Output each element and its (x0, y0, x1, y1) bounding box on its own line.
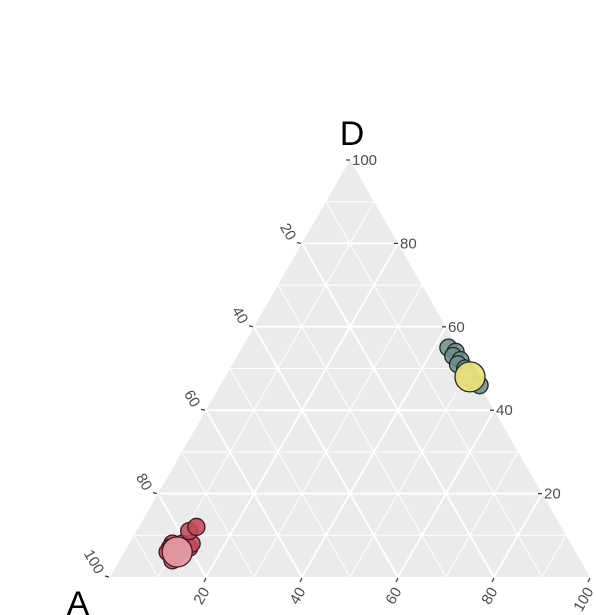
tick-label-b-20: 20 (190, 585, 213, 608)
vertex-label-d: D (340, 115, 365, 153)
tick-label-a-80: 80 (132, 471, 155, 494)
tick-b-20 (203, 577, 207, 583)
vertex-label-a: A (67, 585, 90, 615)
tick-a-100 (104, 575, 110, 578)
grid-line-b-30 (253, 284, 423, 578)
tick-b-40 (299, 577, 303, 583)
tick-label-d-100: 100 (352, 152, 377, 169)
data-points (158, 338, 489, 570)
grid-line-a-10 (325, 201, 543, 578)
tick-label-b-40: 40 (286, 585, 309, 608)
grid-line-b-60 (397, 409, 495, 578)
tick-b-60 (395, 577, 399, 583)
grid-line-b-70 (445, 451, 519, 578)
tick-label-d-40: 40 (496, 402, 513, 419)
grid-line-b-90 (541, 535, 567, 578)
tick-b-100 (587, 577, 591, 583)
tick-a-60 (200, 408, 206, 411)
tick-label-a-20: 20 (276, 220, 299, 243)
red-point-11 (187, 517, 206, 537)
grid-line-a-50 (229, 368, 351, 578)
grid-line-b-10 (157, 201, 375, 578)
tick-marks (104, 159, 591, 583)
grid-lines (133, 201, 567, 578)
tick-a-20 (296, 241, 302, 244)
grid-line-b-80 (493, 493, 543, 578)
grid-line-a-30 (277, 284, 447, 578)
grid-line-a-90 (133, 535, 159, 578)
grid-line-a-70 (181, 451, 255, 578)
tick-label-b-100: 100 (570, 585, 596, 615)
grid-line-a-60 (205, 409, 303, 578)
tick-label-d-20: 20 (544, 486, 561, 503)
teal-centroid-point (454, 361, 486, 393)
tick-b-80 (491, 577, 495, 583)
tick-label-d-60: 60 (448, 319, 465, 336)
tick-a-80 (152, 492, 158, 495)
tick-label-b-60: 60 (382, 585, 405, 608)
tick-label-a-40: 40 (228, 304, 251, 327)
grid-line-b-50 (349, 368, 471, 578)
tick-label-d-80: 80 (400, 235, 417, 252)
red-centroid-point (161, 536, 193, 568)
tick-a-40 (248, 325, 254, 328)
tick-label-a-60: 60 (180, 387, 203, 410)
tick-label-a-100: 100 (80, 547, 107, 577)
tick-labels: 20 20 20 40 40 40 60 60 60 80 80 80 100 100 100 (80, 152, 596, 615)
tick-label-b-80: 80 (478, 585, 501, 608)
